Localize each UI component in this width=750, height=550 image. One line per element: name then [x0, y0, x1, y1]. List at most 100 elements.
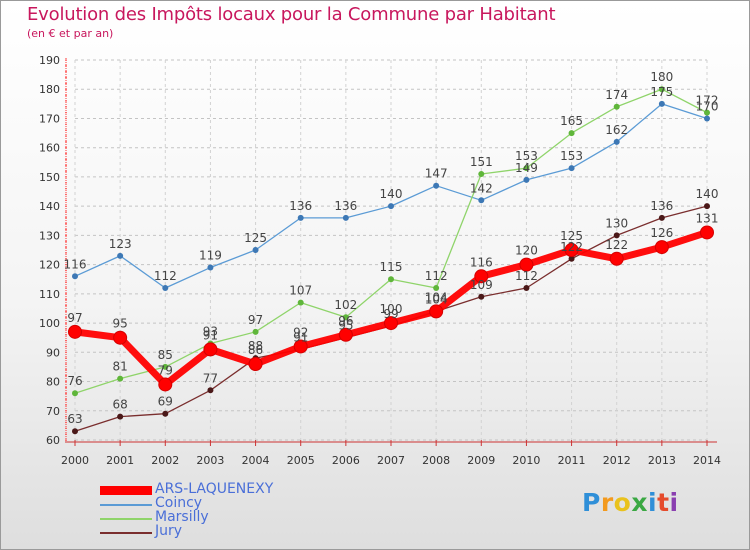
y-minor-tick: [65, 76, 67, 79]
data-label-ars-laquenexy-2002: 79: [158, 363, 173, 377]
point-coincy-2006: [342, 214, 349, 221]
point-marsilly-2002: [162, 363, 169, 370]
x-tick-label-2005: 2005: [287, 454, 315, 467]
point-coincy-2004: [252, 247, 259, 253]
data-label-coincy-2006: 136: [334, 199, 357, 213]
data-label-ars-laquenexy-2012: 122: [605, 238, 628, 252]
data-label-jury-2014: 140: [696, 187, 719, 201]
data-label-jury-2008: 104: [425, 292, 448, 306]
y-tick-label-100: 100: [39, 317, 60, 330]
legend-label-coincy: Coincy: [155, 495, 203, 511]
point-marsilly-2001: [117, 375, 124, 382]
point-coincy-2014: [704, 115, 710, 122]
y-tick-label-180: 180: [39, 83, 60, 96]
point-ars-laquenexy-2007: [384, 316, 398, 331]
data-label-coincy-2002: 112: [154, 269, 177, 283]
point-marsilly-2009: [478, 171, 485, 177]
point-ars-laquenexy-2010: [519, 257, 534, 272]
point-coincy-2003: [207, 264, 214, 271]
data-label-coincy-2013: 175: [650, 85, 673, 99]
data-label-ars-laquenexy-2013: 126: [650, 226, 673, 240]
point-marsilly-2007: [388, 276, 394, 283]
data-label-ars-laquenexy-2006: 96: [338, 314, 353, 328]
point-ars-laquenexy-2000: [68, 324, 82, 339]
point-ars-laquenexy-2001: [113, 330, 128, 345]
point-marsilly-2005: [297, 299, 304, 306]
y-minor-tick: [65, 152, 67, 155]
proxiti-logo: Proxiti: [582, 488, 679, 517]
legend-label-marsilly: Marsilly: [155, 509, 209, 525]
point-ars-laquenexy-2014: [700, 225, 714, 240]
data-label-marsilly-2001: 81: [113, 360, 128, 374]
point-marsilly-2004: [252, 328, 259, 335]
data-label-coincy-2001: 123: [109, 237, 132, 251]
data-label-marsilly-2012: 174: [605, 88, 628, 102]
x-tick-label-2014: 2014: [693, 454, 721, 467]
data-label-ars-laquenexy-2014: 131: [696, 211, 719, 225]
data-label-ars-laquenexy-2010: 120: [515, 244, 538, 258]
point-jury-2001: [117, 413, 124, 420]
data-label-jury-2003: 77: [203, 371, 218, 385]
y-minor-tick: [65, 228, 67, 231]
y-minor-tick: [65, 380, 67, 383]
point-jury-2000: [72, 428, 78, 435]
data-label-coincy-2008: 147: [425, 167, 448, 181]
data-label-jury-2011: 122: [560, 240, 583, 254]
x-tick-label-2008: 2008: [422, 454, 450, 467]
point-coincy-2013: [658, 100, 665, 107]
data-label-coincy-2007: 140: [380, 187, 403, 201]
series-lines: [68, 86, 714, 435]
point-marsilly-2006: [342, 314, 349, 321]
data-label-marsilly-2013: 180: [650, 70, 673, 84]
point-ars-laquenexy-2003: [203, 342, 218, 357]
point-jury-2003: [207, 387, 214, 394]
data-label-ars-laquenexy-2000: 97: [67, 311, 82, 325]
data-label-coincy-2012: 162: [605, 123, 628, 137]
data-label-marsilly-2008: 112: [425, 269, 448, 283]
y-tick-label-90: 90: [46, 346, 60, 359]
point-jury-2014: [704, 203, 710, 210]
point-coincy-2007: [388, 203, 394, 210]
point-coincy-2012: [613, 138, 620, 145]
x-tick-label-2001: 2001: [106, 454, 134, 467]
y-tick-label-150: 150: [39, 171, 60, 184]
point-marsilly-2011: [568, 130, 575, 137]
point-marsilly-2000: [72, 390, 78, 397]
data-label-coincy-2010: 149: [515, 161, 538, 175]
data-label-jury-2007: 99: [383, 307, 398, 321]
point-jury-2013: [658, 214, 665, 221]
x-tick-label-2004: 2004: [242, 454, 270, 467]
point-ars-laquenexy-2006: [338, 327, 353, 342]
point-marsilly-2010: [523, 165, 530, 172]
point-ars-laquenexy-2004: [248, 357, 263, 371]
axes: 60 70 80 90 100 110 120 130 140 150 160 170 180 190 20…: [39, 54, 721, 467]
point-marsilly-2013: [658, 86, 665, 93]
legend-swatch-jury: [100, 532, 152, 534]
point-coincy-2001: [117, 252, 124, 259]
x-tick-label-2003: 2003: [196, 454, 224, 467]
x-tick-label-2007: 2007: [377, 454, 405, 467]
data-label-jury-2005: 91: [293, 330, 308, 344]
data-label-jury-2002: 69: [158, 395, 173, 409]
legend-swatch-ars-laquenexy: [100, 486, 152, 495]
data-label-coincy-2014: 170: [696, 99, 719, 113]
point-coincy-2000: [72, 273, 78, 280]
data-label-marsilly-2009: 151: [470, 155, 493, 169]
point-ars-laquenexy-2011: [564, 243, 579, 257]
data-label-jury-2000: 63: [67, 412, 82, 426]
legend-swatch-coincy: [100, 504, 152, 506]
data-label-marsilly-2003: 93: [203, 325, 218, 339]
data-label-ars-laquenexy-2003: 91: [203, 328, 218, 342]
data-label-ars-laquenexy-2001: 95: [113, 317, 128, 331]
y-tick-label-140: 140: [39, 200, 60, 213]
y-tick-label-60: 60: [46, 434, 60, 447]
data-label-ars-laquenexy-2007: 100: [380, 302, 403, 316]
point-marsilly-2014: [704, 109, 710, 116]
x-tick-label-2013: 2013: [648, 454, 676, 467]
point-marsilly-2008: [433, 285, 440, 291]
point-jury-2002: [162, 410, 169, 417]
y-tick-label-110: 110: [39, 288, 60, 301]
data-label-jury-2004: 88: [248, 339, 263, 353]
point-jury-2012: [613, 232, 620, 239]
